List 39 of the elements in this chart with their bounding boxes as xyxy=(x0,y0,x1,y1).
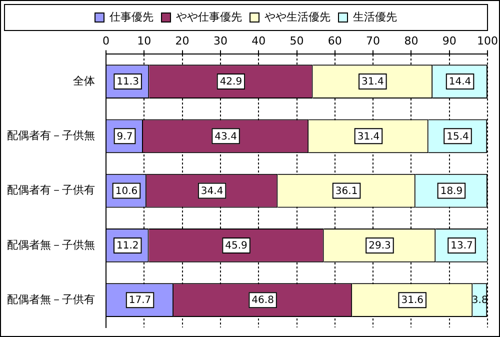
data-label: 31.4 xyxy=(362,76,384,88)
y-tick-label: 配偶者有－子供無 xyxy=(7,129,95,142)
y-tick-label: 全体 xyxy=(73,74,95,88)
data-label: 13.7 xyxy=(450,240,473,252)
x-tick-label: 90 xyxy=(442,34,456,48)
data-label: 18.9 xyxy=(440,186,463,197)
data-label: 43.4 xyxy=(214,131,237,142)
y-tick-label: 配偶者無－子供有 xyxy=(7,292,95,306)
x-tick-label: 20 xyxy=(175,34,190,48)
data-label: 34.4 xyxy=(200,186,224,197)
x-tick-label: 60 xyxy=(328,34,342,48)
data-label: 45.9 xyxy=(225,240,248,252)
legend-label: 仕事優先 xyxy=(110,10,154,24)
y-tick-label: 配偶者有－子供有 xyxy=(7,184,95,197)
data-label: 31.6 xyxy=(401,295,424,306)
x-tick-label: 40 xyxy=(252,34,266,48)
data-label: 11.2 xyxy=(116,240,139,252)
x-tick-label: 80 xyxy=(404,34,418,48)
data-label: 17.7 xyxy=(128,295,152,306)
x-tick-label: 0 xyxy=(102,34,110,48)
data-label: 10.6 xyxy=(115,186,138,197)
data-label: 11.3 xyxy=(116,76,139,88)
data-label: 42.9 xyxy=(220,76,242,88)
legend-label: 生活優先 xyxy=(353,10,397,24)
data-label: 15.4 xyxy=(446,131,469,142)
x-tick-label: 30 xyxy=(213,34,228,48)
x-tick-label: 100 xyxy=(477,34,498,48)
data-label: 31.4 xyxy=(357,131,380,142)
x-tick-label: 10 xyxy=(137,34,152,48)
data-label: 14.4 xyxy=(448,76,472,88)
data-label: 46.8 xyxy=(252,295,274,306)
x-tick-label: 50 xyxy=(290,34,304,48)
data-label: 29.3 xyxy=(368,240,391,252)
legend-label: やや仕事優先 xyxy=(176,10,242,24)
data-label: 36.1 xyxy=(335,186,358,197)
y-tick-label: 配偶者無－子供無 xyxy=(7,238,95,252)
data-label: 9.7 xyxy=(116,131,133,142)
x-tick-label: 70 xyxy=(366,34,380,48)
legend-label: やや生活優先 xyxy=(264,10,330,24)
